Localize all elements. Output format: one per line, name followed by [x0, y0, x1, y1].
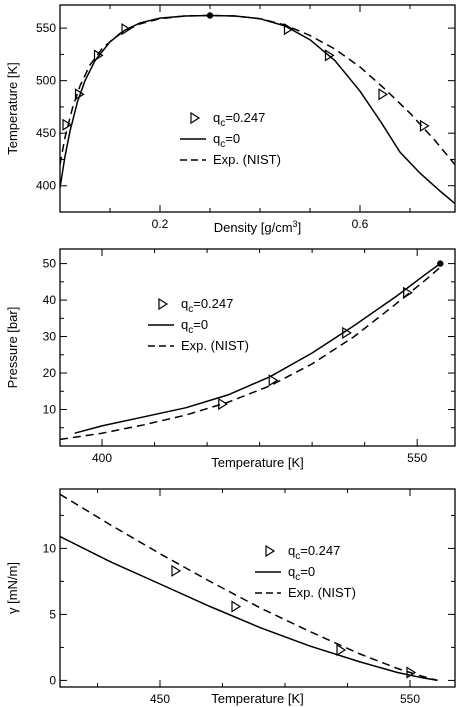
series-line-nist	[60, 493, 438, 682]
x-tick-label: 0.2	[152, 217, 169, 231]
x-tick-label: 400	[92, 451, 112, 465]
chart-panel-2: 400 550 10 20 30 40 50 Temperature [K] Pressure …	[5, 248, 456, 470]
plot-area	[60, 262, 441, 441]
y-tick-label: 10	[43, 541, 57, 555]
chart-panel-1: 0.2 0.6 400 450 500 550 Density [g/cm3] Tempera…	[5, 4, 456, 235]
y-tick-label: 30	[43, 330, 57, 344]
data-point-triangle	[62, 118, 73, 131]
legend-label: qc=0	[181, 317, 208, 336]
y-tick-label: 50	[43, 257, 57, 271]
data-point-triangle	[218, 397, 228, 411]
x-tick-label: 450	[150, 692, 170, 706]
x-axis-label: Temperature [K]	[211, 691, 304, 706]
legend-label: qc=0	[288, 564, 315, 583]
x-tick-label: 0.6	[352, 217, 369, 231]
chart-panel-3: 450 550 0 5 10 Temperature [K] γ [mN/m] qc=0.24…	[5, 488, 456, 706]
legend-triangle-icon	[190, 111, 201, 125]
series-line-qc0	[74, 262, 441, 434]
x-axis-label: Density [g/cm3]	[214, 219, 301, 235]
x-tick-label: 550	[400, 692, 420, 706]
y-tick-label: 550	[36, 21, 56, 35]
data-point-triangle	[419, 119, 430, 132]
y-tick-label: 20	[43, 366, 57, 380]
critical-point-marker	[437, 260, 444, 267]
legend-label: Exp. (NIST)	[181, 338, 249, 353]
series-line-qc0	[60, 535, 438, 682]
y-tick-label: 40	[43, 293, 57, 307]
plot-frame	[59, 248, 456, 447]
plot-frame	[59, 4, 456, 213]
legend-triangle-icon	[265, 544, 276, 558]
legend-label: qc=0.247	[181, 296, 233, 315]
y-tick-label: 5	[49, 607, 56, 621]
data-point-triangle	[231, 600, 242, 613]
y-axis-label: γ [mN/m]	[5, 562, 20, 614]
y-tick-label: 0	[49, 673, 56, 687]
critical-point-marker	[206, 12, 214, 19]
y-tick-label: 10	[43, 403, 57, 417]
legend-label: Exp. (NIST)	[213, 152, 281, 167]
data-point-triangle	[336, 643, 347, 657]
series-line-nist	[60, 14, 455, 166]
data-point-triangle	[171, 564, 182, 577]
legend-label: Exp. (NIST)	[288, 585, 356, 600]
data-point-triangle	[378, 88, 389, 101]
series-line-nist	[60, 266, 441, 441]
legend-label: qc=0	[213, 131, 240, 150]
legend-triangle-icon	[158, 297, 169, 311]
legend-label: qc=0.247	[288, 543, 340, 562]
y-tick-label: 450	[36, 126, 56, 140]
x-axis-label: Temperature [K]	[211, 455, 304, 470]
plot-frame	[59, 488, 456, 688]
legend-label: qc=0.247	[213, 110, 265, 129]
plot-area	[60, 493, 438, 682]
y-tick-label: 400	[36, 179, 56, 193]
y-axis-label: Pressure [bar]	[5, 307, 20, 389]
data-point-triangle	[268, 374, 279, 387]
x-tick-label: 550	[407, 451, 427, 465]
y-tick-label: 500	[36, 74, 56, 88]
y-axis-label: Temperature [K]	[5, 62, 20, 155]
